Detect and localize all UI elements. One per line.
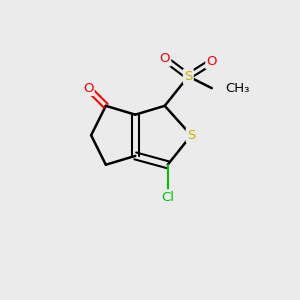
Text: O: O <box>207 55 217 68</box>
Text: Cl: Cl <box>161 190 174 204</box>
Text: O: O <box>83 82 93 95</box>
Text: CH₃: CH₃ <box>225 82 250 95</box>
Text: S: S <box>187 129 195 142</box>
Text: O: O <box>160 52 170 65</box>
Text: S: S <box>184 70 193 83</box>
